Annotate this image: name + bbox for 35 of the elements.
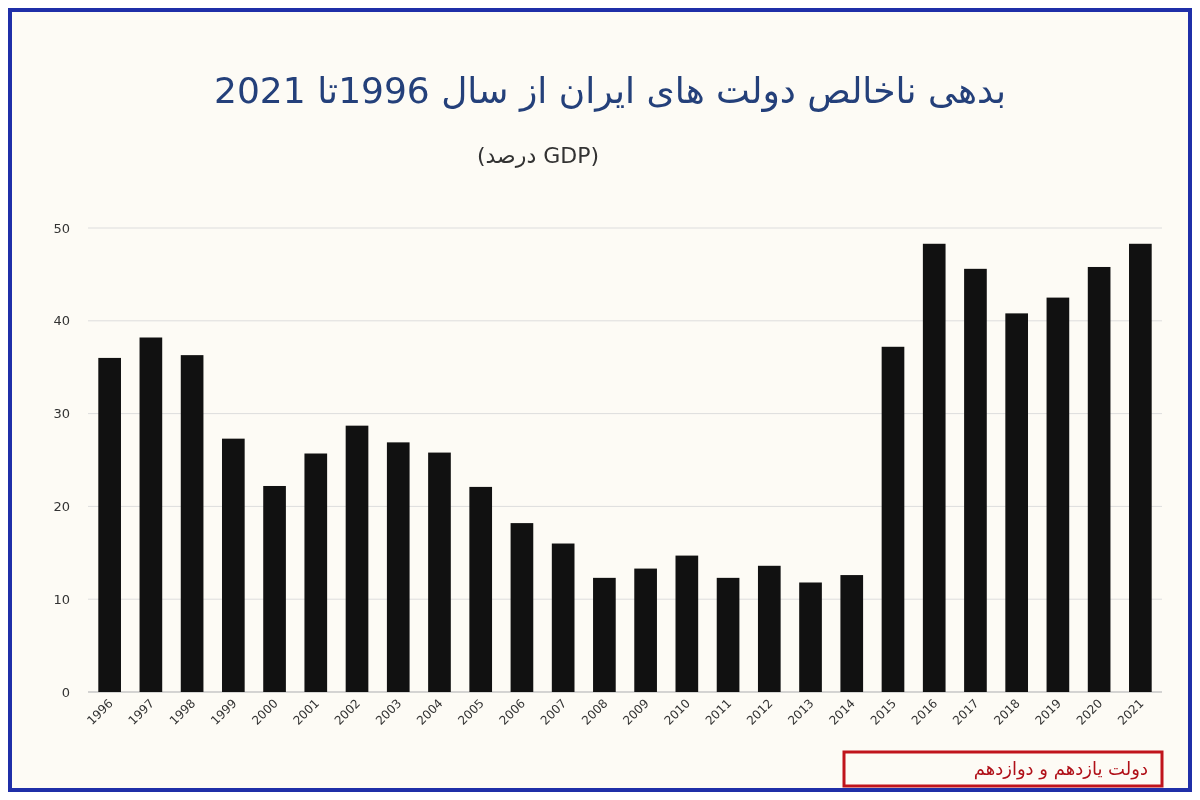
text: دولت یازدهم و دوازدهم <box>973 758 1148 780</box>
bar <box>98 357 121 692</box>
bar <box>139 337 163 692</box>
bar <box>221 438 245 692</box>
bar <box>840 575 864 692</box>
bar <box>510 523 534 692</box>
bar <box>180 355 204 692</box>
bar <box>1129 243 1152 692</box>
bar <box>675 555 699 692</box>
y-tick-label: 50 <box>53 220 70 236</box>
y-tick-label: 0 <box>61 684 70 700</box>
bar <box>757 565 781 692</box>
bar <box>1087 266 1111 692</box>
bar <box>469 486 493 692</box>
chart-title: بدهی ناخالص دولت های ایران از سال 1996تا 2021 <box>214 70 1006 112</box>
y-tick-label: 10 <box>53 591 70 607</box>
bar <box>881 346 905 692</box>
bar <box>593 577 616 692</box>
bar <box>386 442 410 692</box>
bar <box>304 453 328 692</box>
bar <box>428 452 451 692</box>
bar <box>263 485 286 692</box>
y-tick-label: 30 <box>53 406 70 422</box>
y-tick-label: 20 <box>53 498 70 514</box>
bar <box>799 582 822 692</box>
y-tick-label: 40 <box>53 313 70 329</box>
bar <box>1005 313 1029 692</box>
bar <box>551 543 575 692</box>
bar <box>716 577 740 692</box>
chart-subtitle: (درصد GDP) <box>476 143 600 168</box>
bar <box>634 568 657 692</box>
bar <box>345 425 369 692</box>
bar <box>964 268 987 692</box>
bar <box>1046 297 1070 692</box>
bar <box>922 243 946 692</box>
